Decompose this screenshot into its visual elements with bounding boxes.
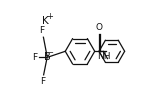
Text: F: F (32, 53, 37, 61)
Text: F: F (39, 26, 45, 35)
Text: K: K (42, 16, 49, 26)
Text: F: F (40, 77, 45, 86)
Text: −: − (47, 50, 53, 56)
Text: +: + (46, 12, 53, 21)
Text: O: O (96, 23, 103, 32)
Text: B: B (44, 52, 51, 62)
Text: NH: NH (97, 52, 111, 61)
